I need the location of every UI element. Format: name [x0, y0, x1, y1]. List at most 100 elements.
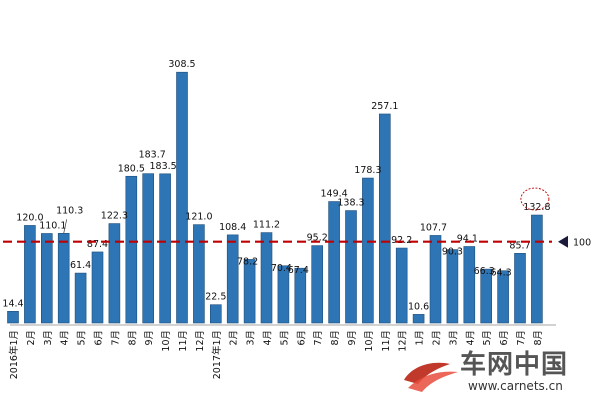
x-tick-9: 9月 [144, 330, 155, 346]
x-tick-25: 1月 [415, 330, 426, 346]
value-label-12: 121.0 [185, 212, 212, 223]
bar-21 [345, 210, 357, 324]
bar-20 [328, 201, 340, 324]
reference-label: 100 [573, 238, 591, 249]
bar-1 [7, 310, 19, 324]
value-label-6: 87.4 [87, 239, 108, 250]
x-tick-2: 2月 [26, 330, 37, 346]
value-label-8: 180.5 [118, 163, 145, 174]
x-tick-15: 3月 [246, 330, 257, 346]
x-tick-17: 5月 [279, 330, 290, 346]
bar-15 [243, 259, 256, 324]
x-tick-7: 7月 [110, 330, 121, 346]
x-tick-5: 5月 [77, 330, 88, 346]
x-tick-14: 2月 [229, 330, 240, 346]
reference-arrow-icon [558, 235, 568, 248]
x-tick-10: 10月 [161, 330, 172, 352]
x-tick-16: 4月 [263, 330, 274, 346]
value-label-32: 132.8 [523, 202, 550, 213]
value-label-10: 183.5 [149, 161, 176, 172]
bar-16 [260, 232, 273, 324]
bar-31 [514, 253, 526, 324]
bar-3 [40, 233, 53, 324]
bar-17 [277, 265, 290, 324]
value-label-25: 10.6 [408, 301, 429, 312]
x-tick-23: 11月 [381, 330, 392, 352]
x-tick-29: 5月 [482, 330, 493, 346]
value-label-2: 120.0 [16, 212, 43, 223]
x-tick-13: 2017年1月 [211, 330, 223, 379]
x-tick-32: 8月 [533, 330, 544, 346]
bar-9 [142, 173, 154, 324]
value-label-15: 78.2 [237, 256, 258, 267]
bar-27 [446, 249, 459, 324]
x-tick-12: 12月 [195, 330, 206, 352]
bar-19 [311, 245, 324, 324]
value-label-16: 111.2 [253, 220, 280, 231]
value-label-18: 67.4 [288, 265, 309, 276]
x-tick-22: 10月 [364, 330, 375, 352]
x-tick-18: 6月 [296, 330, 307, 346]
highlight-circle [520, 187, 550, 211]
value-label-31: 85.7 [509, 240, 530, 251]
x-tick-31: 7月 [516, 330, 527, 346]
x-tick-1: 2016年1月 [8, 330, 20, 379]
x-tick-8: 8月 [127, 330, 138, 346]
x-tick-11: 11月 [178, 330, 189, 352]
bar-23 [378, 113, 391, 324]
value-label-22: 178.3 [354, 165, 381, 176]
value-label-14: 108.4 [219, 222, 246, 233]
bar-12 [193, 224, 205, 324]
value-label-30: 64.3 [491, 268, 512, 279]
x-tick-24: 12月 [398, 330, 409, 352]
bar-32 [531, 214, 543, 324]
carnets-logo-icon [404, 362, 458, 392]
bars-layer [7, 71, 543, 324]
bar-13 [210, 304, 222, 324]
value-label-1: 14.4 [2, 298, 23, 309]
value-label-4: 110.3 [56, 205, 83, 216]
x-tick-27: 3月 [448, 330, 459, 346]
x-tick-3: 3月 [43, 330, 54, 346]
value-label-21: 138.3 [337, 198, 364, 209]
x-tick-20: 8月 [330, 330, 341, 346]
watermark-name: 车网中国 [460, 350, 569, 380]
value-label-29: 66.3 [474, 266, 495, 277]
x-tick-21: 9月 [347, 330, 358, 346]
value-label-27: 90.3 [442, 247, 463, 258]
value-label-3: 110.1 [39, 220, 66, 231]
value-label-19: 95.2 [307, 233, 328, 244]
value-label-23: 257.1 [371, 101, 398, 112]
watermark-url: www.carnets.cn [468, 379, 563, 393]
bar-11 [176, 71, 188, 324]
bar-6 [91, 251, 104, 324]
x-tick-labels-layer: 2016年1月 2月 3月 4月 5月 6月 7月 8月 9月 10月 11月 12月 2017年1月 2… [8, 330, 544, 379]
value-label-28: 94.1 [457, 233, 478, 244]
bar-4 [57, 233, 70, 324]
carnets-watermark: 车网中国 www.carnets.cn [398, 338, 598, 398]
value-label-13: 22.5 [205, 292, 226, 303]
bar-29 [480, 268, 493, 324]
reference-line-layer: 100 [3, 235, 591, 249]
leader-line [63, 219, 68, 234]
bar-5 [74, 272, 87, 324]
x-tick-26: 2月 [432, 330, 443, 346]
value-label-7: 122.3 [101, 211, 128, 222]
bar-30 [497, 270, 509, 324]
value-label-11: 308.5 [168, 59, 195, 70]
bar-2 [24, 225, 36, 324]
x-tick-6: 6月 [94, 330, 105, 346]
bar-25 [412, 314, 425, 324]
bar-10 [159, 173, 171, 324]
value-label-26: 107.7 [420, 222, 447, 233]
bar-14 [226, 234, 239, 324]
x-tick-19: 7月 [313, 330, 324, 346]
bar-28 [463, 246, 476, 324]
value-label-20: 149.4 [320, 189, 347, 200]
value-label-17: 70.4 [271, 263, 292, 274]
x-tick-30: 6月 [499, 330, 510, 346]
value-label-24: 92.2 [391, 235, 412, 246]
bar-26 [429, 235, 442, 324]
